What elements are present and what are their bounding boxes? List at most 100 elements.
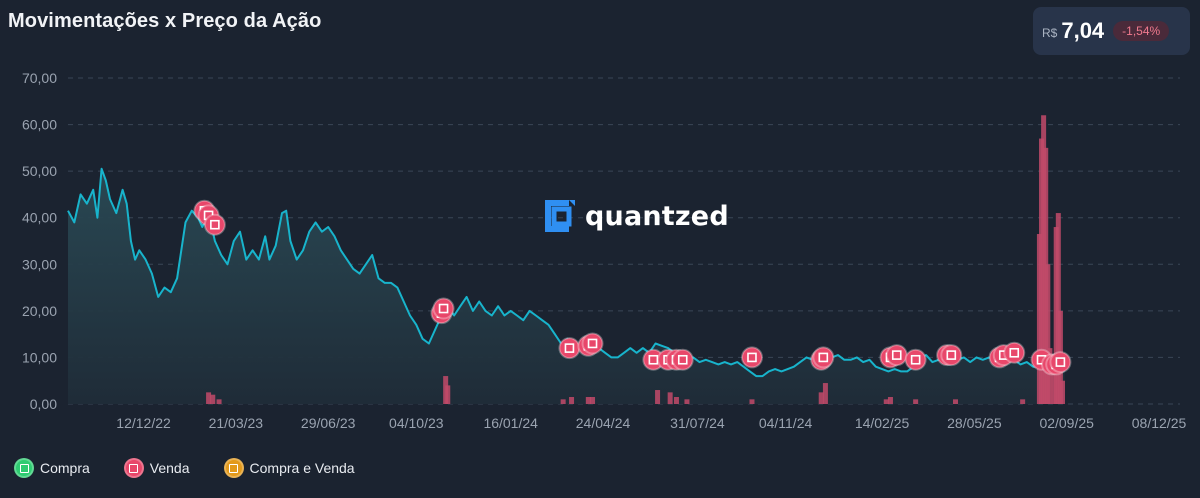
legend-item-compra[interactable]: Compra [14,458,90,478]
sell-marker [904,348,927,371]
sell-volume-bar [585,397,591,404]
price-value: 7,04 [1061,18,1105,43]
price-currency: R$ [1042,25,1058,40]
watermark-logo: quantzed [541,198,729,234]
sell-volume-bar [560,399,566,404]
y-tick-label: 30,00 [22,256,57,272]
sell-marker-circle [558,337,581,360]
sell-marker-glyph [438,303,449,314]
sell-volume-bar [887,397,893,404]
sell-marker [671,348,694,371]
x-tick-label: 16/01/24 [483,415,538,431]
x-tick-label: 02/09/25 [1039,415,1094,431]
sell-volume-bar [590,397,596,404]
sell-marker [885,344,908,367]
sell-marker [1003,341,1026,364]
sell-marker [432,297,455,320]
sell-marker [812,346,835,369]
legend-item-compra-e-venda[interactable]: Compra e Venda [223,458,355,478]
price-line [67,167,1065,378]
legend-label: Compra [40,460,90,476]
sell-marker-glyph [564,343,575,353]
sell-volume-bar [1020,399,1026,404]
sell-marker-circle [203,213,226,236]
x-tick-label: 29/06/23 [301,415,356,431]
sell-volume-bar [1060,380,1066,404]
x-tick-label: 21/03/23 [209,415,264,431]
buy-marker-icon [14,458,34,478]
sell-marker-glyph [747,352,757,363]
sell-volume-bar [667,392,673,404]
sell-marker-icon [123,458,144,478]
sell-volume-bar [913,399,919,404]
sell-marker [1049,351,1072,374]
sell-marker-glyph [1055,357,1066,367]
sell-marker-glyph [910,354,921,365]
sell-volume-bar [749,399,755,404]
sell-volume-bar [206,392,212,404]
x-tick-label: 08/12/25 [1132,415,1187,431]
sell-marker-glyph [648,354,659,365]
x-tick-label: 31/07/24 [670,415,725,431]
x-tick-label: 12/12/22 [116,415,171,431]
x-tick-label: 24/04/24 [576,415,631,431]
sell-marker-circle [812,346,835,369]
sell-marker-circle [885,344,908,367]
sell-volume-bar [883,399,889,404]
sell-volume-bar [210,394,216,404]
chart-legend: Compra Venda Compra e Venda [14,458,389,478]
legend-label: Compra e Venda [249,460,355,476]
sell-volume-bar [445,385,451,404]
x-axis: 12/12/22 21/03/23 29/06/23 04/10/23 16/01/24… [116,415,1186,431]
sell-marker-circle [904,348,927,371]
x-tick-label: 28/05/25 [947,415,1002,431]
x-tick-label: 14/02/25 [855,415,910,431]
sell-marker-glyph [891,350,902,360]
sell-marker-circle [432,297,455,320]
sell-marker-circle [1049,351,1072,374]
sell-marker-circle [740,346,763,369]
y-tick-label: 60,00 [22,117,57,133]
x-tick-label: 04/10/23 [389,415,444,431]
sell-marker-circle [1003,341,1026,364]
price-badge: R$ 7,04 -1,54% [1033,7,1190,55]
sell-marker [581,332,604,355]
sell-marker-circle [940,344,963,367]
sell-volume-bar [655,390,661,404]
y-tick-label: 70,00 [22,70,57,86]
sell-marker-glyph [677,354,688,365]
x-tick-label: 04/11/24 [759,415,813,431]
price-area-fill [68,168,1065,404]
price-area [68,168,1065,404]
sell-marker-glyph [210,219,220,230]
sell-volume-bar [569,397,575,404]
sell-volume-bar [953,399,959,404]
sell-volume-bar [818,392,824,404]
sell-marker-circle [671,348,694,371]
sell-marker [740,346,763,369]
quantzed-logo-icon [545,200,575,232]
sell-marker-circle [581,332,604,355]
watermark-text: quantzed [585,200,729,232]
sell-marker-glyph [587,338,598,349]
price-line-path [67,167,1065,378]
y-axis: 0,00 10,00 20,00 30,00 40,00 50,00 60,00 70,00 [22,70,57,412]
sell-marker [203,213,226,236]
sell-volume-bar [1047,348,1053,404]
sell-marker-glyph [1009,347,1020,358]
legend-item-venda[interactable]: Venda [123,458,190,478]
page-title: Movimentações x Preço da Ação [8,10,322,32]
y-tick-label: 40,00 [22,210,57,226]
y-tick-label: 50,00 [22,163,57,179]
sell-volume-bar [1055,213,1061,404]
sell-marker-glyph [818,352,829,363]
sell-volume-bar [1045,264,1051,404]
legend-label: Venda [149,460,190,476]
buy-and-sell-marker-icon [223,458,244,478]
sell-marker [558,337,581,360]
y-tick-label: 0,00 [30,396,57,412]
price-change-badge: -1,54% [1113,21,1170,41]
y-tick-label: 10,00 [22,349,57,365]
